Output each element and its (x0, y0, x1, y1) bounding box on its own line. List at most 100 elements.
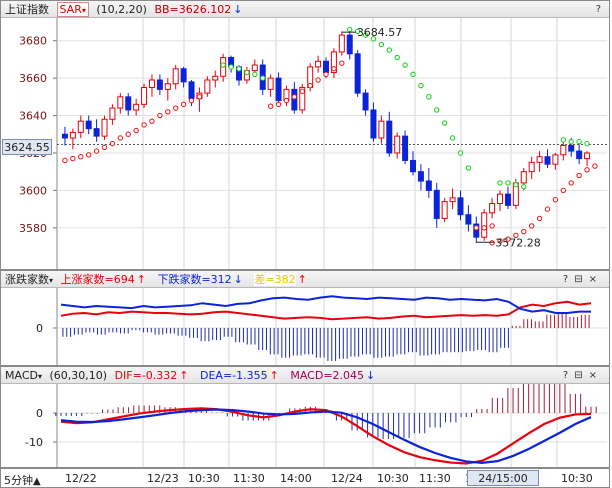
sar-dot (544, 206, 551, 212)
close-icon[interactable]: × (588, 370, 597, 381)
up-arrow-icon: ▲ (33, 476, 41, 487)
sar-dot (252, 71, 258, 78)
sar-dot (275, 101, 282, 108)
sar-dot (299, 88, 305, 94)
dropdown-arrow-icon: ▾ (37, 372, 42, 381)
sar-dot (521, 228, 527, 235)
dea-value: DEA=-1.355 ↑ (200, 369, 279, 382)
y-tick-label: 0 (36, 407, 43, 420)
candle-body (504, 193, 511, 206)
sar-dot (528, 223, 535, 229)
index-name: 上证指数 (5, 3, 49, 16)
time-tick-label: 11:30 (233, 472, 265, 485)
sar-dot (394, 54, 400, 61)
candle-body (584, 152, 591, 160)
sar-dot (339, 60, 345, 66)
sar-dot (283, 97, 290, 104)
breadth-panel[interactable]: 涨跌家数▾ 上涨家数=694 ↑ 下跌家数=312 ↓ 差=382 ↑ ? ⊟ × 0 (0, 270, 610, 366)
sar-dot (481, 225, 487, 231)
sar-dot (125, 131, 131, 137)
y-tick-label: -10 (25, 436, 43, 449)
macd-panel[interactable]: MACD▾ (60,30,10) DIF=-0.332 ↑ DEA=-1.355 ↑… (0, 366, 610, 468)
help-icon[interactable]: ? (562, 370, 569, 381)
macd-panel-controls: ? ⊟ × (561, 367, 601, 384)
candle-body (204, 79, 211, 94)
help-icon[interactable]: ? (562, 274, 569, 285)
candle-body (93, 128, 100, 137)
candle-body (267, 77, 274, 90)
sar-dot (560, 187, 567, 194)
sar-dot (386, 47, 392, 53)
sar-dot (410, 71, 416, 78)
candle-body (481, 212, 488, 238)
high-label: 3684.57 (357, 26, 403, 39)
sar-dot (568, 139, 574, 145)
sar-dot (505, 236, 511, 242)
candle-body (457, 197, 464, 216)
minimize-icon[interactable]: ⊟ (574, 274, 583, 285)
sar-dot (220, 62, 226, 68)
down-arrow-icon: ↓ (366, 369, 376, 382)
sar-dot (489, 223, 495, 229)
main-chart-header: 上证指数 SAR▾ (10,2,20) BB=3626.102 ↓ ? (1, 1, 609, 18)
candle-body (101, 118, 108, 137)
sar-dot (465, 165, 472, 171)
candle-body (378, 120, 385, 139)
sar-dot (378, 41, 385, 48)
sar-dot (552, 197, 559, 203)
y-tick-label: 3600 (19, 184, 47, 197)
candle-body (520, 171, 527, 184)
breadth-series-line (60, 295, 591, 314)
sar-dot (165, 109, 171, 115)
sar-dot (584, 167, 590, 173)
down-arrow-icon: ↓ (233, 273, 243, 286)
candle-body (148, 79, 155, 88)
macd-series-line (60, 407, 592, 465)
period-selector[interactable]: 5分钟▲ (4, 474, 41, 487)
candle-body (489, 202, 496, 214)
breadth-panel-controls: ? ⊟ × (561, 271, 601, 288)
down-count: 下跌家数=312 ↓ (157, 273, 243, 286)
indicator-params: (10,2,20) (96, 3, 147, 16)
candle-body (370, 109, 377, 139)
candle-body (251, 64, 258, 72)
minimize-icon[interactable]: ⊟ (574, 370, 583, 381)
macd-header: MACD▾ (60,30,10) DIF=-0.332 ↑ DEA=-1.355 ↑… (1, 367, 609, 384)
help-icon[interactable]: ? (595, 4, 601, 15)
sar-dot (260, 75, 266, 81)
sar-dot (592, 163, 598, 169)
close-icon[interactable]: × (588, 274, 597, 285)
candle-body (441, 201, 448, 219)
up-arrow-icon: ↑ (269, 369, 279, 382)
time-tick-label: 10:30 (377, 472, 409, 485)
sar-dot (267, 103, 274, 109)
candle-body (133, 103, 140, 111)
y-tick-label: 0 (36, 322, 43, 335)
candle-body (394, 135, 401, 154)
candle-body (433, 189, 440, 219)
candle-body (275, 77, 282, 102)
breadth-series-line (60, 300, 592, 321)
indicator-selector[interactable]: SAR▾ (56, 2, 89, 17)
breadth-chart[interactable]: 0 (1, 288, 609, 365)
candle-body (125, 96, 132, 111)
candle-body (552, 154, 559, 165)
candle-body (410, 159, 417, 173)
breadth-indicator-selector[interactable]: 涨跌家数▾ (5, 273, 54, 286)
candle-body (354, 53, 361, 94)
candle-body (77, 120, 84, 133)
macd-indicator-selector[interactable]: MACD▾ (5, 369, 42, 382)
candle-body (109, 107, 116, 120)
sar-dot (180, 101, 187, 108)
macd-chart[interactable]: 0 -10 (1, 384, 609, 467)
sar-dot (93, 148, 100, 154)
sar-dot (85, 152, 92, 158)
sar-dot (62, 157, 68, 164)
candle-body (544, 156, 551, 165)
sar-dot (497, 180, 503, 186)
main-chart-panel[interactable]: 上证指数 SAR▾ (10,2,20) BB=3626.102 ↓ ? 3680 3… (0, 0, 610, 270)
candle-body (560, 144, 567, 156)
sar-dot (457, 150, 464, 156)
candle-body (180, 68, 187, 83)
